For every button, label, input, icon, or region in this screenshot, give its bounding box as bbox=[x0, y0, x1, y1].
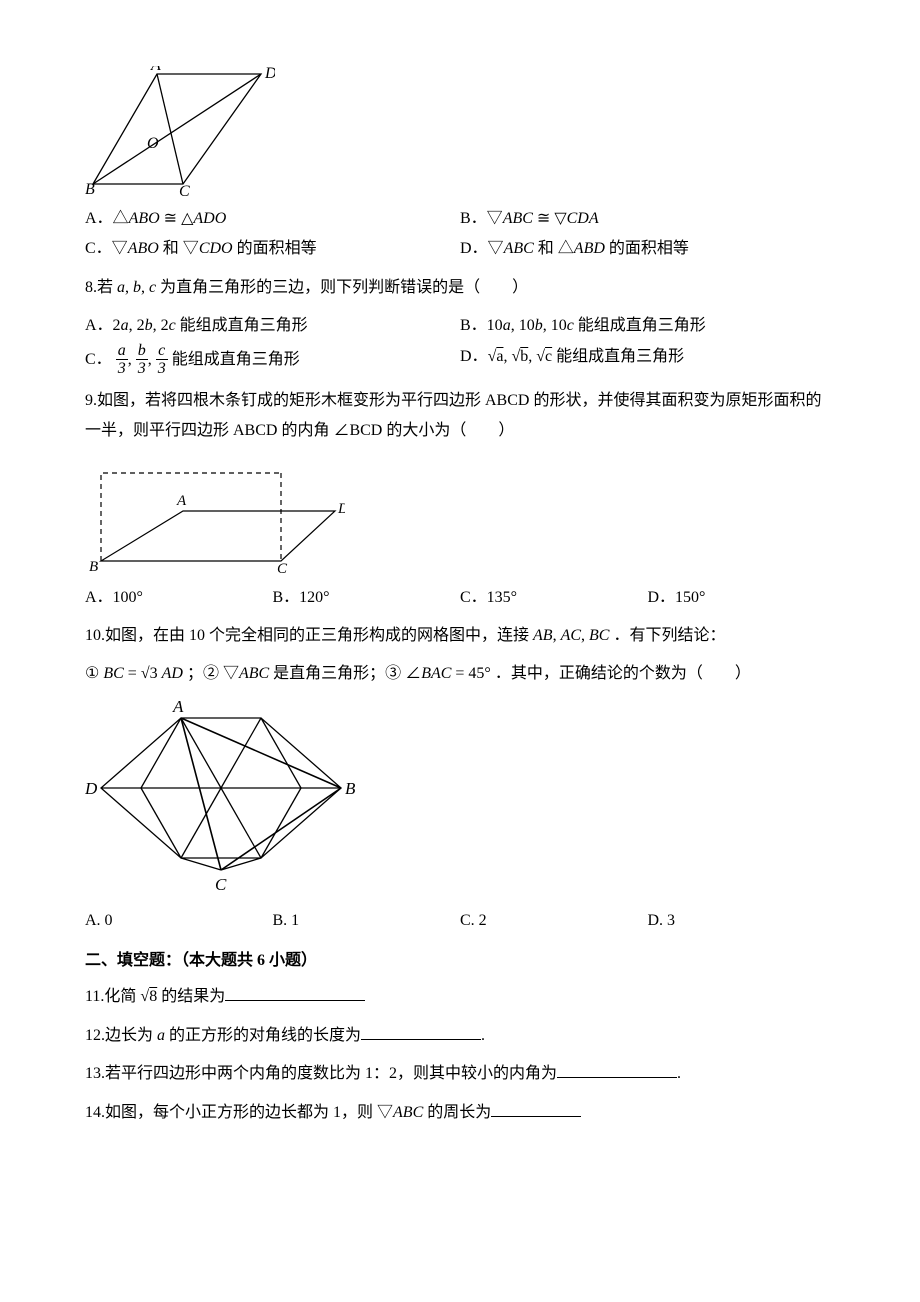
label-O: O bbox=[147, 135, 159, 152]
q7-optA: A．△ABO ≅ △ADO bbox=[85, 204, 460, 234]
q11: 11.化简 √8 的结果为 bbox=[85, 982, 835, 1012]
q12-prefix: 12.边长为 a 的正方形的对角线的长度为 bbox=[85, 1027, 361, 1044]
label-A: A bbox=[150, 66, 161, 74]
q8-optB: B．10a, 10b, 10c 能组成直角三角形 bbox=[460, 311, 835, 341]
svg-text:B: B bbox=[89, 559, 98, 575]
section-2-title: 二、填空题：（本大题共 6 小题） bbox=[85, 946, 835, 976]
q11-blank[interactable] bbox=[225, 985, 365, 1001]
q10-stem: 10.如图，在由 10 个完全相同的正三角形构成的网格图中，连接 AB, AC,… bbox=[85, 621, 835, 651]
q10-figure: A B C D bbox=[85, 698, 835, 898]
q9-optC: C．135° bbox=[460, 583, 648, 613]
svg-text:D: D bbox=[337, 501, 345, 517]
q10-claims: ① BC = √3 AD ；② ▽ABC 是直角三角形；③ ∠BAC = 45°… bbox=[85, 659, 835, 689]
q14-prefix: 14.如图，每个小正方形的边长都为 1，则 ▽ABC 的周长为 bbox=[85, 1104, 491, 1121]
q10-optB: B. 1 bbox=[273, 906, 461, 936]
q11-prefix: 11.化简 √8 的结果为 bbox=[85, 988, 225, 1005]
q10-optA: A. 0 bbox=[85, 906, 273, 936]
rhombus-figure: A D B C O bbox=[85, 66, 275, 196]
label-D: D bbox=[264, 66, 275, 82]
q9-figure: A D B C bbox=[85, 455, 835, 575]
q7-optC: C．▽ABO 和 ▽CDO 的面积相等 bbox=[85, 234, 460, 264]
q14: 14.如图，每个小正方形的边长都为 1，则 ▽ABC 的周长为 bbox=[85, 1098, 835, 1128]
q8-optD: D．√a, √b, √c 能组成直角三角形 bbox=[460, 342, 835, 378]
q7-figure: A D B C O bbox=[85, 66, 835, 196]
svg-text:C: C bbox=[277, 561, 288, 575]
q13-prefix: 13.若平行四边形中两个内角的度数比为 1：2，则其中较小的内角为 bbox=[85, 1065, 557, 1082]
q7-options: A．△ABO ≅ △ADO B．▽ABC ≅ ▽CDA C．▽ABO 和 ▽CD… bbox=[85, 204, 835, 265]
q9-stem: 9.如图，若将四根木条钉成的矩形木框变形为平行四边形 ABCD 的形状，并使得其… bbox=[85, 386, 835, 447]
svg-text:A: A bbox=[176, 493, 187, 509]
q8-stem: 8.若 a, b, c 为直角三角形的三边，则下列判断错误的是（ ） bbox=[85, 273, 835, 303]
q14-blank[interactable] bbox=[491, 1101, 581, 1117]
q13-blank[interactable] bbox=[557, 1062, 677, 1078]
q10-optD: D. 3 bbox=[648, 906, 836, 936]
svg-text:B: B bbox=[345, 779, 355, 798]
svg-text:A: A bbox=[172, 698, 184, 716]
label-B: B bbox=[85, 181, 95, 196]
q8-options: A．2a, 2b, 2c 能组成直角三角形 B．10a, 10b, 10c 能组… bbox=[85, 311, 835, 378]
q9-optD: D．150° bbox=[648, 583, 836, 613]
q8-optA: A．2a, 2b, 2c 能组成直角三角形 bbox=[85, 311, 460, 341]
q13: 13.若平行四边形中两个内角的度数比为 1：2，则其中较小的内角为. bbox=[85, 1059, 835, 1089]
q9-optA: A．100° bbox=[85, 583, 273, 613]
q9-optB: B．120° bbox=[273, 583, 461, 613]
q12: 12.边长为 a 的正方形的对角线的长度为. bbox=[85, 1021, 835, 1051]
label-C: C bbox=[179, 183, 190, 196]
svg-text:D: D bbox=[85, 779, 98, 798]
q9-options: A．100° B．120° C．135° D．150° bbox=[85, 583, 835, 613]
q12-suffix: . bbox=[481, 1027, 485, 1044]
q12-blank[interactable] bbox=[361, 1024, 481, 1040]
q13-suffix: . bbox=[677, 1065, 681, 1082]
q7-optD: D．▽ABC 和 △ABD 的面积相等 bbox=[460, 234, 835, 264]
q7-optB: B．▽ABC ≅ ▽CDA bbox=[460, 204, 835, 234]
q8-optC: C． a3, b3, c3 能组成直角三角形 bbox=[85, 342, 460, 378]
svg-text:C: C bbox=[215, 875, 227, 894]
q10-options: A. 0 B. 1 C. 2 D. 3 bbox=[85, 906, 835, 936]
q10-optC: C. 2 bbox=[460, 906, 648, 936]
